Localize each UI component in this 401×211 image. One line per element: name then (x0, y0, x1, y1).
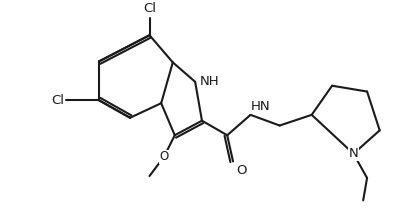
Text: O: O (160, 150, 169, 163)
Text: NH: NH (200, 75, 220, 88)
Text: Cl: Cl (51, 94, 64, 107)
Text: O: O (236, 164, 247, 177)
Text: HN: HN (251, 100, 270, 113)
Text: Cl: Cl (143, 2, 156, 15)
Text: N: N (348, 147, 358, 160)
